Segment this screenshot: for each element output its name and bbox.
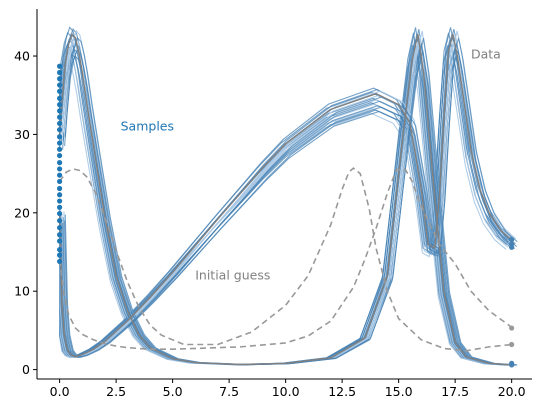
end-point [509,236,515,243]
x-tick-label: 12.5 [328,384,356,399]
start-point [57,120,63,127]
y-tick-label: 30 [14,127,30,142]
start-point [57,238,63,244]
ticks: 0.0 2.5 5.0 7.5 10.0 12.5 15.0 17.5 20.0 0 10 20 30 4… [14,49,526,399]
start-point [57,247,63,253]
x-tick-label: 15.0 [385,384,413,399]
y-tick-label: 40 [14,49,30,64]
x-tick-label: 20.0 [498,384,526,399]
start-point [57,166,63,172]
x-tick-label: 5.0 [163,384,183,399]
initial-guess-line [58,168,513,351]
start-point [57,82,63,88]
start-point [57,185,63,192]
start-point [57,102,63,108]
y-tick-label: 0 [22,362,30,377]
y-tick-label: 10 [14,284,30,299]
end-point [509,341,515,348]
start-point [57,204,63,210]
x-tick-label: 2.5 [106,384,126,399]
start-point [57,210,63,217]
start-point [57,127,63,133]
start-point [57,252,63,258]
start-point [57,258,63,265]
samples-label: Samples [121,119,174,134]
marker-points [57,63,515,368]
start-point [57,140,63,146]
start-point [57,114,63,120]
data-label: Data [471,46,501,61]
y-tick-label: 20 [14,205,30,220]
start-point [57,152,63,159]
x-tick-label: 0.0 [50,384,70,399]
start-point [57,225,63,231]
start-point [57,178,63,185]
start-point [57,95,63,101]
initial-guess-label: Initial guess [195,268,270,283]
data-line [58,33,513,358]
annotations: Samples Data Initial guess [121,46,501,282]
start-point [57,198,63,204]
x-tick-label: 17.5 [441,384,469,399]
sample-line [64,36,518,366]
start-point [57,172,63,178]
start-point [57,232,63,238]
start-point [57,76,63,82]
start-point [57,218,63,224]
start-point [57,160,63,166]
start-point [57,69,63,76]
initial-guess-curves [58,167,513,352]
start-point [57,192,63,198]
start-point [57,88,63,94]
axes [36,9,532,380]
end-point [509,325,515,331]
data-curves [58,32,513,366]
end-point [509,244,515,250]
start-point [57,134,63,140]
start-point [57,146,63,152]
start-point [57,63,63,69]
data-line [58,32,512,366]
x-tick-label: 10.0 [272,384,300,399]
initial-guess-line [58,167,512,352]
start-point [57,108,63,114]
end-point [509,362,515,368]
x-tick-label: 7.5 [219,384,239,399]
